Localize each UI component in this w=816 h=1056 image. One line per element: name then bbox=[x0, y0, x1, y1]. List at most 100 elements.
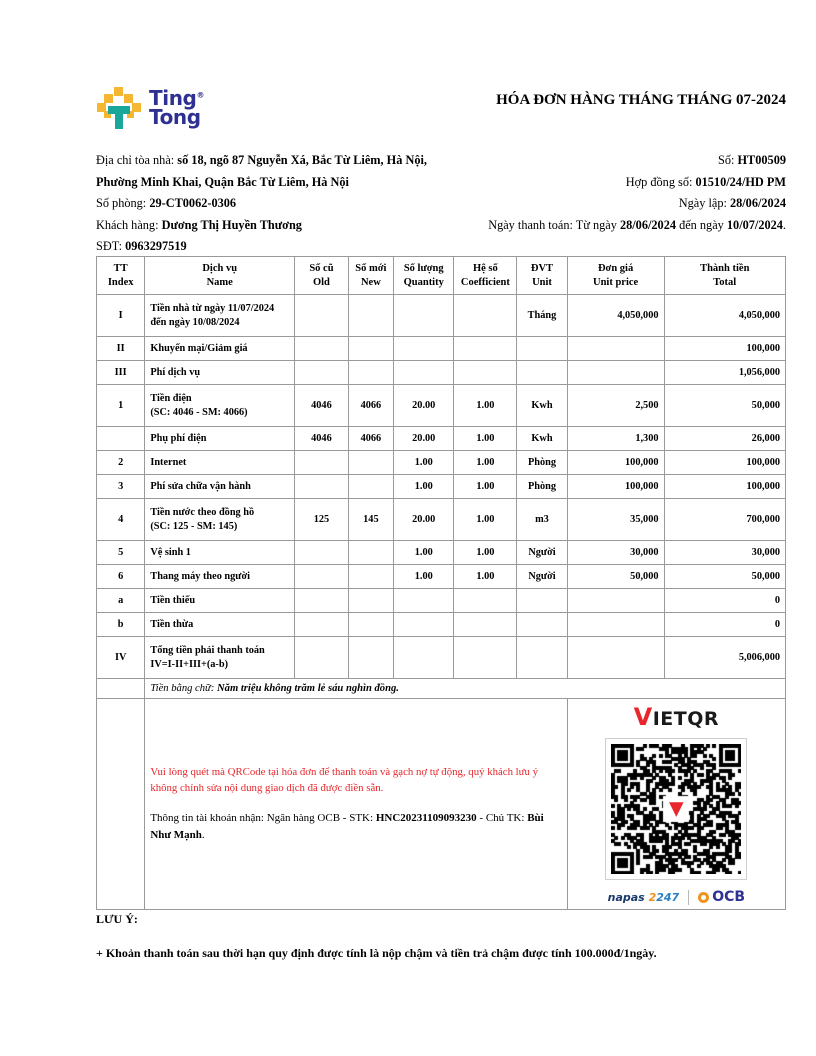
cell-name: Phí sửa chữa vận hành bbox=[144, 474, 296, 499]
amount-in-words: Tiền bằng chữ: Năm triệu không trăm lẻ s… bbox=[144, 678, 786, 699]
cell-name-line1: Khuyến mại/Giảm giá bbox=[150, 342, 248, 354]
cell-unit: Phòng bbox=[516, 450, 568, 475]
table-row: 6 Thang máy theo người 1.00 1.00 Người 50,000… bbox=[95, 564, 786, 589]
cell-new bbox=[347, 336, 395, 361]
cell-total: 100,000 bbox=[663, 450, 786, 475]
cell-quantity: 20.00 bbox=[392, 426, 455, 451]
cell-index: 6 bbox=[95, 564, 146, 589]
cell-old bbox=[294, 474, 349, 499]
created-label: Ngày lập: bbox=[678, 196, 727, 210]
cell-total: 700,000 bbox=[663, 498, 786, 541]
cell-index: 4 bbox=[95, 498, 146, 541]
created-value: 28/06/2024 bbox=[729, 196, 786, 210]
cell-quantity: 1.00 bbox=[392, 540, 455, 565]
cell-coefficient bbox=[453, 360, 518, 385]
cell-old bbox=[294, 636, 349, 679]
invoice-number-value: HT00509 bbox=[737, 153, 786, 167]
customer-label: Khách hàng: bbox=[96, 217, 159, 232]
cell-coefficient bbox=[453, 636, 518, 679]
cell-total: 50,000 bbox=[663, 564, 786, 589]
cell-old bbox=[294, 360, 349, 385]
cell-name-line1: Tiền nhà từ ngày 11/07/2024 bbox=[150, 302, 275, 314]
table-header-row: TT Index Dịch vụ Name Số cũ Old Số mới New S… bbox=[95, 256, 786, 295]
cell-quantity bbox=[392, 612, 455, 637]
customer-name: Khách hàng: Dương Thị Huyền Thương bbox=[96, 215, 302, 237]
cell-new bbox=[347, 564, 395, 589]
cell-name: Vệ sinh 1 bbox=[144, 540, 296, 565]
vietqr-text: IETQR bbox=[652, 708, 720, 730]
col-coefficient: Hệ số Coefficient bbox=[453, 256, 518, 295]
col-total: Thành tiền Total bbox=[663, 256, 786, 295]
cell-quantity bbox=[392, 294, 455, 337]
cell-quantity bbox=[392, 360, 455, 385]
brand-line1: Ting bbox=[149, 86, 197, 110]
napas-logo: napas 2247 bbox=[607, 890, 680, 904]
phone-value: 0963297519 bbox=[125, 239, 187, 253]
cell-old: 4046 bbox=[294, 426, 349, 451]
table-row: 5 Vệ sinh 1 1.00 1.00 Người 30,000 30,000 bbox=[95, 540, 786, 565]
cell-index: 5 bbox=[95, 540, 146, 565]
cell-name: Tiền điện (SC: 4046 - SM: 4066) bbox=[144, 384, 296, 427]
note-line: + Khoản thanh toán sau thời hạn quy định… bbox=[96, 946, 657, 960]
payment-from: 28/06/2024 bbox=[619, 217, 676, 232]
cell-coefficient: 1.00 bbox=[453, 450, 518, 475]
cell-new bbox=[347, 588, 395, 613]
cell-index: III bbox=[95, 360, 146, 385]
ocb-logo: OCB bbox=[698, 889, 745, 905]
cell-name: Thang máy theo người bbox=[144, 564, 296, 589]
room-label: Số phòng: bbox=[96, 196, 147, 210]
cell-index: b bbox=[95, 612, 146, 637]
building-address: Địa chỉ tòa nhà: số 18, ngõ 87 Nguyễn Xá… bbox=[96, 150, 427, 172]
cell-name: Internet bbox=[144, 450, 296, 475]
cell-total: 5,006,000 bbox=[663, 636, 786, 679]
ocb-text: OCB bbox=[712, 889, 746, 905]
cell-old bbox=[294, 612, 349, 637]
cell-name: Tổng tiền phải thanh toán IV=I-II+III+(a-… bbox=[144, 636, 296, 679]
cell-coefficient: 1.00 bbox=[453, 564, 518, 589]
cell-total: 0 bbox=[663, 612, 786, 637]
page-title: HÓA ĐƠN HÀNG THÁNG THÁNG 07-2024 bbox=[496, 92, 786, 108]
vietqr-logo: VIETQR bbox=[573, 703, 780, 731]
cell-unit: Người bbox=[516, 540, 568, 565]
amount-in-words-value: Năm triệu không trăm lẻ sáu nghìn đồng. bbox=[217, 683, 399, 694]
company-logo: Ting® Tong bbox=[96, 86, 204, 130]
words-spacer bbox=[95, 678, 146, 699]
account-holder-end: . bbox=[201, 828, 205, 841]
cell-name: Phí dịch vụ bbox=[144, 360, 296, 385]
contract-label: Hợp đồng số: bbox=[625, 174, 693, 189]
cell-name-line2: IV=I-II+III+(a-b) bbox=[150, 658, 229, 670]
col-old: Số cũ Old bbox=[294, 256, 349, 295]
col-new: Số mới New bbox=[347, 256, 395, 295]
qr-code-image[interactable]: ▼ bbox=[605, 738, 748, 880]
cell-old bbox=[294, 294, 349, 337]
payment-period-end: . bbox=[782, 217, 786, 232]
invoice-table-body: I Tiền nhà từ ngày 11/07/2024 đến ngày 10/… bbox=[95, 294, 786, 679]
cell-index: 3 bbox=[95, 474, 146, 499]
cell-unit bbox=[516, 588, 568, 613]
table-row: 2 Internet 1.00 1.00 Phòng 100,000 100,000 bbox=[95, 450, 786, 475]
cell-index: I bbox=[95, 294, 146, 337]
qr-code-cell: VIETQR ▼ napas 2247 OCB bbox=[566, 698, 787, 910]
cell-unit-price bbox=[566, 588, 665, 613]
customer-value: Dương Thị Huyền Thương bbox=[161, 217, 302, 232]
col-index: TT Index bbox=[95, 256, 146, 295]
cell-name-line1: Vệ sinh 1 bbox=[150, 546, 191, 558]
cell-coefficient bbox=[453, 336, 518, 361]
qr-notice-text: Vui lòng quét mà QRCode tại hóa đơn để t… bbox=[150, 766, 539, 795]
cell-new bbox=[347, 450, 395, 475]
brand-line2: Tong bbox=[149, 105, 201, 129]
cell-unit-price bbox=[566, 636, 665, 679]
cell-old: 4046 bbox=[294, 384, 349, 427]
qr-partner-logos: napas 2247 OCB bbox=[573, 889, 780, 905]
cell-quantity: 20.00 bbox=[392, 384, 455, 427]
cell-coefficient bbox=[453, 294, 518, 337]
cell-unit-price: 1,300 bbox=[566, 426, 665, 451]
invoice-table: TT Index Dịch vụ Name Số cũ Old Số mới New S… bbox=[95, 256, 787, 910]
payment-mid-label: đến ngày bbox=[679, 217, 724, 232]
cell-total: 30,000 bbox=[663, 540, 786, 565]
cell-name-line1: Phí sửa chữa vận hành bbox=[150, 480, 251, 492]
table-row: III Phí dịch vụ 1,056,000 bbox=[95, 360, 786, 385]
invoice-number: Số: HT00509 bbox=[718, 150, 786, 172]
cell-coefficient bbox=[453, 612, 518, 637]
cell-coefficient: 1.00 bbox=[453, 540, 518, 565]
